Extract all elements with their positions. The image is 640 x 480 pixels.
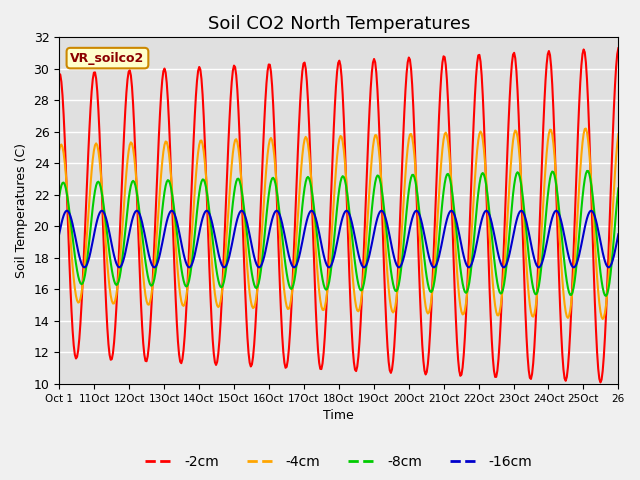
Title: Soil CO2 North Temperatures: Soil CO2 North Temperatures: [207, 15, 470, 33]
-2cm: [321, 335, 328, 340]
-4cm: [321, 304, 328, 310]
-16cm: [535, 264, 543, 270]
X-axis label: Time: Time: [323, 409, 354, 422]
-4cm: [582, 126, 589, 132]
Line: -16cm: -16cm: [59, 211, 618, 267]
-8cm: [602, 293, 610, 299]
-2cm: [388, 367, 396, 372]
-8cm: [604, 291, 611, 297]
Line: -4cm: -4cm: [59, 129, 618, 319]
-8cm: [321, 285, 328, 291]
-2cm: [614, 45, 622, 51]
-4cm: [358, 293, 365, 299]
-16cm: [388, 245, 396, 251]
-16cm: [515, 211, 522, 217]
-8cm: [358, 287, 365, 293]
-4cm: [614, 131, 622, 137]
-8cm: [514, 169, 522, 175]
Text: VR_soilco2: VR_soilco2: [70, 51, 145, 65]
-2cm: [324, 266, 332, 272]
-2cm: [358, 298, 365, 303]
-16cm: [358, 262, 365, 268]
-4cm: [599, 316, 607, 322]
-16cm: [324, 264, 332, 270]
-8cm: [583, 168, 591, 174]
-4cm: [388, 308, 396, 314]
-8cm: [324, 284, 332, 289]
-16cm: [447, 208, 455, 214]
-16cm: [55, 231, 63, 237]
-4cm: [604, 291, 611, 297]
-2cm: [596, 380, 604, 385]
Line: -8cm: -8cm: [59, 171, 618, 296]
-4cm: [55, 147, 63, 153]
-2cm: [514, 87, 522, 93]
-4cm: [324, 279, 332, 285]
-4cm: [514, 134, 522, 140]
-2cm: [55, 71, 63, 77]
Line: -2cm: -2cm: [59, 48, 618, 383]
-16cm: [604, 264, 611, 269]
-16cm: [321, 256, 328, 262]
Legend: -2cm, -4cm, -8cm, -16cm: -2cm, -4cm, -8cm, -16cm: [140, 449, 538, 474]
-2cm: [602, 312, 610, 317]
-8cm: [614, 186, 622, 192]
-16cm: [614, 231, 622, 237]
Y-axis label: Soil Temperatures (C): Soil Temperatures (C): [15, 143, 28, 278]
-8cm: [388, 275, 396, 281]
-8cm: [55, 194, 63, 200]
